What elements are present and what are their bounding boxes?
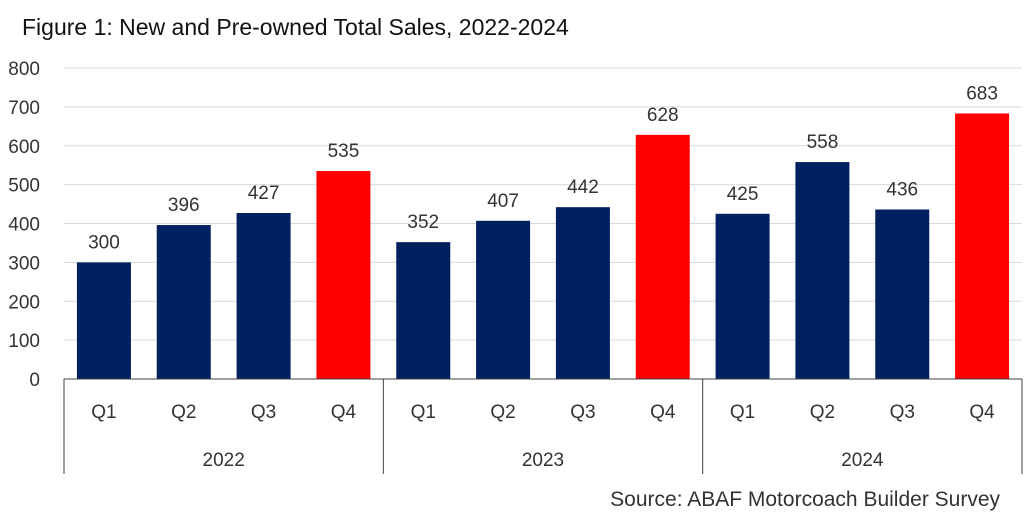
y-tick-label: 400 <box>8 215 40 236</box>
x-category-label: Q2 <box>171 402 196 423</box>
data-label: 300 <box>88 232 120 253</box>
y-tick-label: 500 <box>8 176 40 197</box>
y-tick-label: 600 <box>8 137 40 158</box>
data-label: 442 <box>567 177 599 198</box>
bar-2022-q3 <box>236 213 291 379</box>
x-category-label: Q2 <box>490 402 515 423</box>
y-tick-label: 800 <box>8 59 40 80</box>
x-category-label: Q3 <box>890 402 915 423</box>
data-label: 628 <box>647 105 679 126</box>
bar-2024-q3 <box>875 209 930 379</box>
data-label: 425 <box>727 184 759 205</box>
bar-2022-q4 <box>316 171 371 379</box>
x-category-label: Q1 <box>411 402 436 423</box>
x-group-label: 2023 <box>522 450 564 471</box>
data-label: 352 <box>407 212 439 233</box>
bar-2023-q4 <box>635 134 690 379</box>
bar-2024-q4 <box>955 113 1010 379</box>
bar-2023-q3 <box>555 207 610 379</box>
bar-2022-q1 <box>76 262 131 379</box>
y-tick-label: 200 <box>8 292 40 313</box>
chart-title: Figure 1: New and Pre-owned Total Sales,… <box>22 14 569 40</box>
x-group-label: 2022 <box>203 450 245 471</box>
x-category-label: Q4 <box>969 402 995 423</box>
x-category-label: Q1 <box>730 402 755 423</box>
source-note: Source: ABAF Motorcoach Builder Survey <box>610 488 1000 511</box>
x-category-label: Q2 <box>810 402 835 423</box>
x-axis: Q1 Q2 Q3 Q4 2022 Q1 Q2 Q3 Q4 2023 Q1 Q2 Q3 Q4 2024 <box>63 378 1023 474</box>
data-label: 427 <box>248 183 280 204</box>
data-label: 396 <box>168 195 200 216</box>
bar-2023-q2 <box>476 220 531 379</box>
bar-2023-q1 <box>396 242 451 379</box>
data-label: 558 <box>807 132 839 153</box>
y-tick-label: 0 <box>29 370 40 391</box>
data-labels: 300 396 427 535 352 407 442 628 425 558 436 683 <box>88 83 998 253</box>
data-label: 436 <box>886 180 918 201</box>
y-axis-tick-labels: 0 100 200 300 400 500 600 700 800 <box>8 59 40 391</box>
x-category-label: Q1 <box>91 402 116 423</box>
bar-2024-q2 <box>795 162 850 379</box>
gridlines <box>64 67 1022 341</box>
x-category-label: Q4 <box>331 402 357 423</box>
data-label: 407 <box>487 191 519 212</box>
x-category-label: Q3 <box>570 402 595 423</box>
bars <box>76 113 1010 379</box>
x-group-label: 2024 <box>841 450 884 471</box>
data-label: 683 <box>966 83 998 104</box>
data-label: 535 <box>328 141 360 162</box>
x-category-label: Q4 <box>650 402 676 423</box>
bar-2022-q2 <box>156 225 211 379</box>
y-tick-label: 100 <box>8 331 40 352</box>
x-category-label: Q3 <box>251 402 276 423</box>
y-tick-label: 700 <box>8 98 40 119</box>
y-tick-label: 300 <box>8 253 40 274</box>
bar-2024-q1 <box>715 213 770 379</box>
